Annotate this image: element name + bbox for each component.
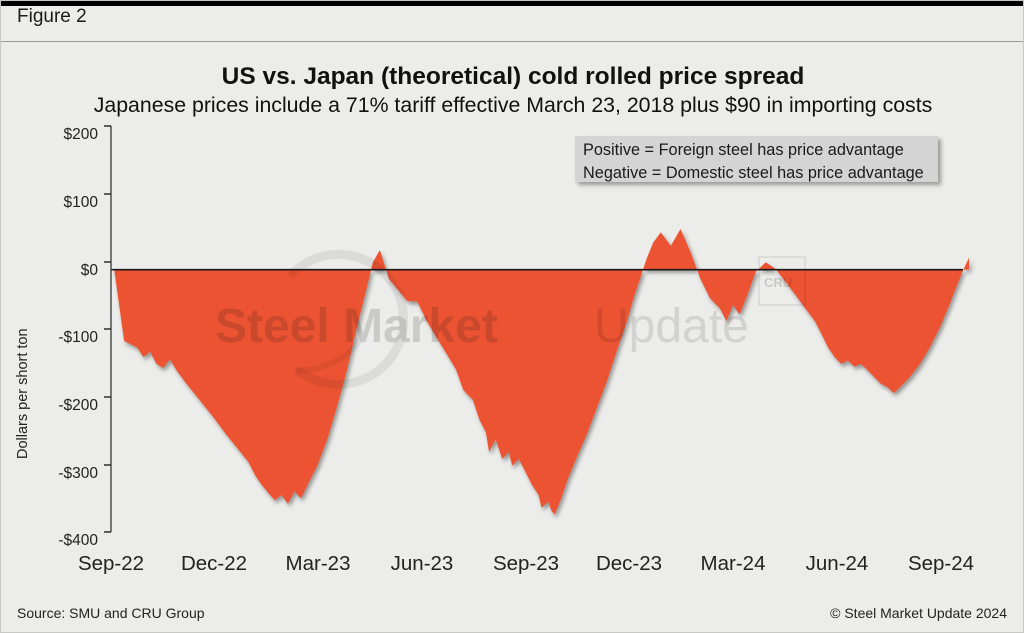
svg-text:Steel Market: Steel Market (215, 300, 498, 353)
svg-text:CRU: CRU (764, 275, 792, 290)
svg-text:Update: Update (594, 300, 749, 353)
